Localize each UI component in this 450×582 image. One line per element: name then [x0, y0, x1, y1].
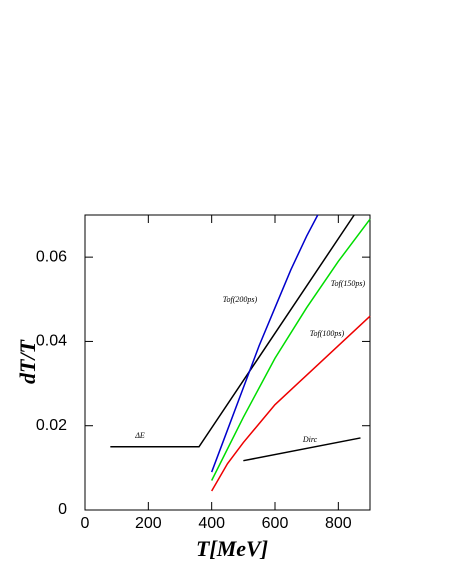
series-line	[243, 437, 361, 462]
x-tick-label: 400	[198, 515, 225, 532]
x-tick-label: 0	[81, 515, 90, 532]
series-line	[210, 218, 371, 481]
curve-label: Tof(150ps)	[331, 279, 366, 288]
y-axis-title: dT/T	[15, 338, 40, 384]
y-tick-label: 0.02	[36, 417, 67, 434]
curve-label: Tof(100ps)	[310, 329, 345, 338]
y-tick-label: 0	[58, 501, 67, 518]
x-tick-label: 200	[135, 515, 162, 532]
curve-label: Tof(200ps)	[223, 295, 258, 304]
x-tick-label: 800	[325, 515, 352, 532]
x-tick-label: 600	[262, 515, 289, 532]
series-line	[110, 214, 355, 448]
x-axis-title: T[MeV]	[196, 536, 268, 561]
y-tick-label: 0.04	[36, 333, 67, 350]
y-tick-label: 0.06	[36, 248, 67, 265]
curve-label: Dirc	[302, 435, 318, 444]
series-line	[211, 315, 371, 492]
curve-label: ΔE	[134, 431, 145, 440]
series-line	[210, 214, 319, 473]
plot-frame	[84, 214, 371, 511]
